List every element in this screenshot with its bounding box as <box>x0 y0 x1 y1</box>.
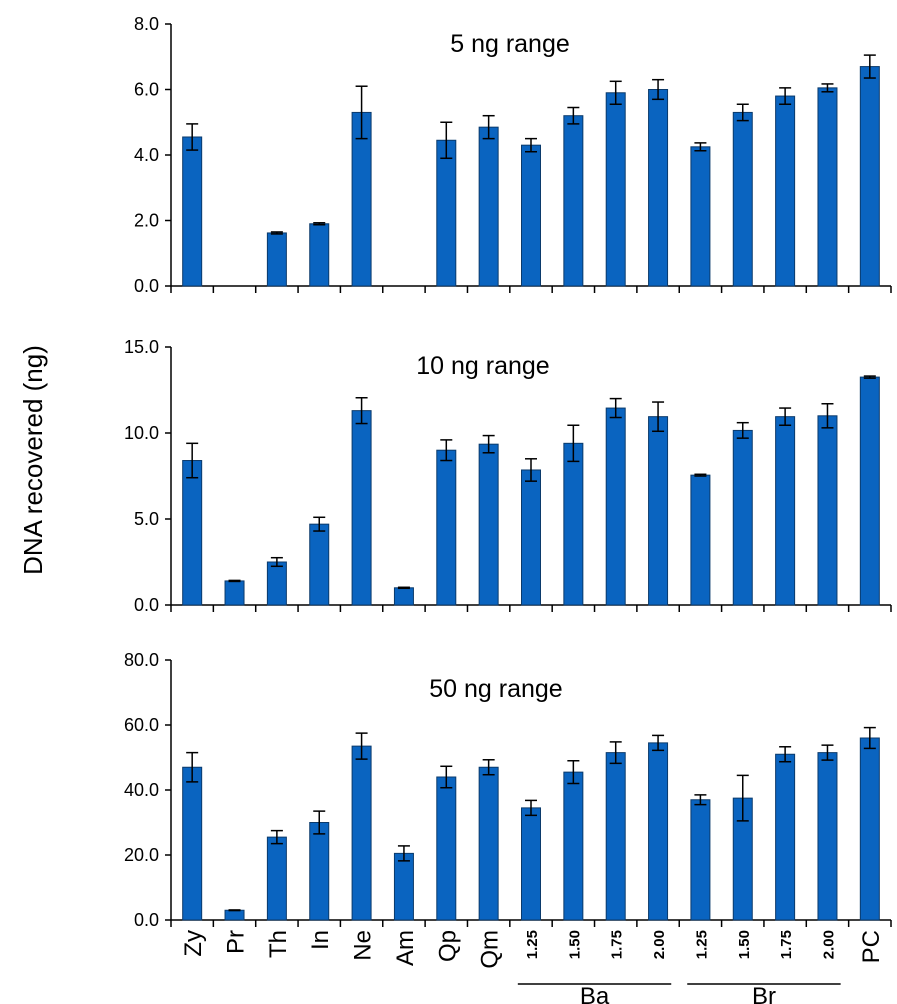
x-category-label: In <box>307 930 334 950</box>
x-subcategory-label: 2.00 <box>651 930 668 959</box>
bar <box>182 136 203 287</box>
bar <box>648 416 669 606</box>
x-subcategory-label: 1.75 <box>609 930 626 959</box>
bar <box>521 469 541 606</box>
chart-panel-50ng: 50 ng range 0.0 20.0 40.0 60.0 80.0 <box>124 650 892 930</box>
bar <box>563 442 584 606</box>
x-category-label: Pr <box>223 930 250 954</box>
bar <box>266 836 287 921</box>
x-subcategory-label: 1.25 <box>524 930 541 959</box>
bar <box>859 66 880 287</box>
y-tick-label: 8.0 <box>134 14 159 34</box>
bar <box>648 89 669 287</box>
y-tick-label: 0.0 <box>134 910 159 930</box>
bar <box>266 232 287 287</box>
bar <box>775 416 796 606</box>
bar <box>648 742 669 921</box>
bar <box>182 460 203 606</box>
bar <box>351 410 372 606</box>
bar <box>605 752 626 921</box>
bar <box>690 474 711 606</box>
bar <box>224 909 245 921</box>
x-subcategory-label: 2.00 <box>820 930 837 959</box>
bar <box>775 95 796 287</box>
y-tick-label: 60.0 <box>124 715 159 735</box>
bar <box>521 144 541 287</box>
x-subcategory-label: 1.25 <box>693 930 710 959</box>
y-tick-label: 2.0 <box>134 211 159 231</box>
y-tick-label: 80.0 <box>124 650 159 670</box>
bar <box>351 745 372 921</box>
bar <box>690 146 711 287</box>
bar <box>309 822 330 921</box>
bar <box>563 115 584 287</box>
bar <box>817 752 838 921</box>
x-category-label: Qp <box>434 930 461 962</box>
bar <box>732 111 753 287</box>
bar <box>859 737 880 921</box>
bar <box>521 807 541 921</box>
bar <box>817 415 838 606</box>
bar <box>775 753 796 921</box>
bar <box>478 126 499 287</box>
bar <box>478 766 499 921</box>
group-label: Br <box>752 983 776 1004</box>
x-category-label: PC <box>858 930 885 963</box>
x-subcategory-label: 1.50 <box>566 930 583 959</box>
bar <box>690 799 711 921</box>
panel-title: 50 ng range <box>429 675 562 703</box>
bar <box>436 449 457 606</box>
x-category-label: Zy <box>180 930 207 957</box>
x-subcategory-label: 1.50 <box>736 930 753 959</box>
bar <box>436 776 457 921</box>
x-subcategory-label: 1.75 <box>778 930 795 959</box>
y-tick-label: 5.0 <box>134 509 159 529</box>
x-axis-category-labels: Zy Pr Th In Ne Am Qp Qm 1.25 1.50 1.75 2.00 1.25 1.50… <box>180 930 885 1004</box>
y-axis-label: DNA recovered (ng) <box>18 345 48 575</box>
x-category-label: Ne <box>350 930 377 961</box>
y-tick-label: 6.0 <box>134 80 159 100</box>
bar <box>224 580 245 606</box>
y-tick-label: 20.0 <box>124 845 159 865</box>
y-tick-label: 0.0 <box>134 595 159 615</box>
bar <box>182 766 203 921</box>
bar <box>309 523 330 606</box>
bar <box>563 771 584 921</box>
bar <box>817 87 838 287</box>
y-tick-label: 10.0 <box>124 423 159 443</box>
chart-panel-5ng: 5 ng range 0.0 2.0 4.0 6.0 8.0 <box>134 14 892 296</box>
bar <box>859 376 880 606</box>
bar <box>605 92 626 287</box>
bar <box>732 429 753 606</box>
bar <box>393 852 414 921</box>
panel-title: 5 ng range <box>450 30 570 58</box>
x-category-label: Am <box>392 930 419 966</box>
bar <box>605 407 626 606</box>
bar <box>393 587 414 606</box>
y-tick-label: 4.0 <box>134 145 159 165</box>
y-tick-label: 0.0 <box>134 276 159 296</box>
chart-panel-10ng: 10 ng range 0.0 5.0 10.0 15.0 <box>124 337 892 615</box>
bar <box>309 223 330 287</box>
group-label: Ba <box>580 983 610 1004</box>
y-tick-label: 15.0 <box>124 337 159 357</box>
bar <box>478 443 499 606</box>
panel-title: 10 ng range <box>416 352 549 380</box>
bar <box>266 561 287 606</box>
bar <box>436 139 457 287</box>
x-category-label: Qm <box>477 930 504 969</box>
x-category-label: Th <box>265 930 292 958</box>
y-tick-label: 40.0 <box>124 780 159 800</box>
